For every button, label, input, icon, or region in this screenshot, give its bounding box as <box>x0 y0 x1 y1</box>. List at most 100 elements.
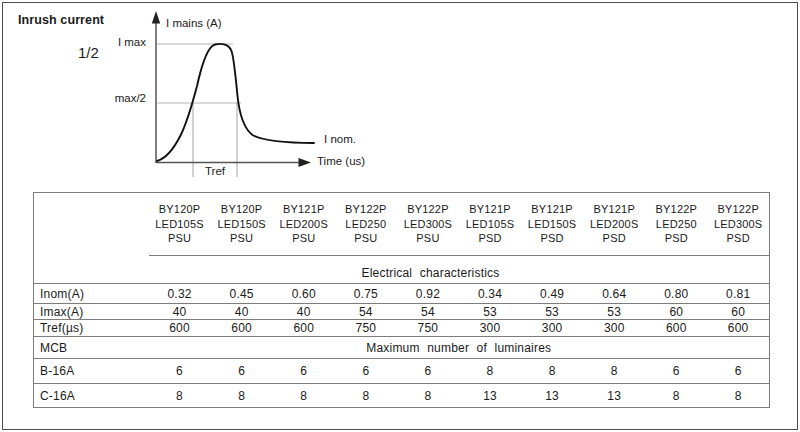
b16a-value: 6 <box>397 359 459 384</box>
model-line: LED250 <box>645 217 707 232</box>
column-header-3: BY121P LED200S PSU <box>273 193 335 256</box>
model-line: LED300S <box>707 217 769 232</box>
imax-row: Imax(A) 40 40 40 54 54 53 53 53 60 60 <box>34 304 770 320</box>
column-header-8: BY121P LED200S PSD <box>583 193 645 256</box>
b16a-value: 6 <box>645 359 707 384</box>
tref-value: 750 <box>397 320 459 337</box>
column-header-6: BY121P LED105S PSD <box>459 193 521 256</box>
inom-value: 0.75 <box>335 284 397 304</box>
b16a-value: 6 <box>707 359 769 384</box>
column-header-2: BY120P LED150S PSU <box>211 193 273 256</box>
c16a-value: 8 <box>645 384 707 408</box>
row-label: C-16A <box>34 384 149 408</box>
row-label: Imax(A) <box>34 304 149 320</box>
c16a-row: C-16A 8 8 8 8 8 13 13 13 8 8 <box>34 384 770 408</box>
datasheet-page: Inrush current 1/2 I mains (A) I max max… <box>0 0 800 432</box>
inom-value: 0.45 <box>211 284 273 304</box>
model-line: PSU <box>335 231 397 246</box>
y-axis-label: I mains (A) <box>166 17 222 30</box>
corner-cell <box>34 193 149 256</box>
tref-value: 600 <box>211 320 273 337</box>
model-line: LED200S <box>583 217 645 232</box>
tref-value: 750 <box>335 320 397 337</box>
column-header-5: BY122P LED300S PSU <box>397 193 459 256</box>
model-line: BY120P <box>149 202 211 217</box>
imax-value: 54 <box>335 304 397 320</box>
imax-label: I max <box>102 36 146 49</box>
c16a-value: 8 <box>397 384 459 408</box>
model-line: PSU <box>273 231 335 246</box>
model-line: BY122P <box>335 202 397 217</box>
tref-value: 600 <box>645 320 707 337</box>
mcb-section-row: MCB Maximum number of luminaires <box>34 337 770 359</box>
c16a-value: 8 <box>273 384 335 408</box>
b16a-value: 6 <box>211 359 273 384</box>
c16a-value: 8 <box>149 384 211 408</box>
model-line: BY121P <box>459 202 521 217</box>
model-line: LED200S <box>273 217 335 232</box>
column-header-10: BY122P LED300S PSD <box>707 193 769 256</box>
row-label: B-16A <box>34 359 149 384</box>
model-line: PSU <box>397 231 459 246</box>
row-label: Inom(A) <box>34 284 149 304</box>
tref-value: 600 <box>707 320 769 337</box>
mcb-label: MCB <box>34 337 149 359</box>
model-line: LED250 <box>335 217 397 232</box>
b16a-value: 6 <box>149 359 211 384</box>
model-line: LED105S <box>149 217 211 232</box>
inom-value: 0.92 <box>397 284 459 304</box>
c16a-value: 13 <box>583 384 645 408</box>
y-axis-arrow <box>152 11 160 24</box>
model-line: BY122P <box>707 202 769 217</box>
inom-value: 0.32 <box>149 284 211 304</box>
table-header-row: BY120P LED105S PSU BY120P LED150S PSU BY… <box>34 193 770 256</box>
c16a-value: 8 <box>707 384 769 408</box>
tref-row: Tref(µs) 600 600 600 750 750 300 300 300… <box>34 320 770 337</box>
tref-value: 300 <box>459 320 521 337</box>
b16a-row: B-16A 6 6 6 6 6 8 8 8 6 6 <box>34 359 770 384</box>
imax-value: 53 <box>583 304 645 320</box>
tref-value: 300 <box>521 320 583 337</box>
model-line: LED300S <box>397 217 459 232</box>
inom-value: 0.60 <box>273 284 335 304</box>
b16a-value: 6 <box>273 359 335 384</box>
inom-value: 0.49 <box>521 284 583 304</box>
model-line: LED105S <box>459 217 521 232</box>
model-line: BY121P <box>583 202 645 217</box>
imax-value: 60 <box>645 304 707 320</box>
inom-value: 0.34 <box>459 284 521 304</box>
column-header-4: BY122P LED250 PSU <box>335 193 397 256</box>
electrical-section-row: Electrical characteristics <box>34 256 770 284</box>
x-axis-arrow <box>299 158 312 167</box>
b16a-value: 6 <box>335 359 397 384</box>
c16a-value: 13 <box>459 384 521 408</box>
column-header-7: BY121P LED150S PSD <box>521 193 583 256</box>
column-header-9: BY122P LED250 PSD <box>645 193 707 256</box>
model-line: PSD <box>459 231 521 246</box>
spec-table: BY120P LED105S PSU BY120P LED150S PSU BY… <box>33 192 770 408</box>
tref-value: 300 <box>583 320 645 337</box>
model-line: BY122P <box>645 202 707 217</box>
model-line: LED150S <box>521 217 583 232</box>
tref-label: Tref <box>197 165 233 178</box>
model-line: PSU <box>211 231 273 246</box>
model-line: PSU <box>149 231 211 246</box>
tref-value: 600 <box>273 320 335 337</box>
electrical-section-header: Electrical characteristics <box>34 256 770 284</box>
luminaires-section-header: Maximum number of luminaires <box>149 337 770 359</box>
imax-value: 40 <box>149 304 211 320</box>
model-line: PSD <box>521 231 583 246</box>
model-line: BY121P <box>273 202 335 217</box>
model-line: BY122P <box>397 202 459 217</box>
c16a-value: 8 <box>335 384 397 408</box>
inom-value: 0.81 <box>707 284 769 304</box>
imax-value: 40 <box>273 304 335 320</box>
model-line: PSD <box>583 231 645 246</box>
x-axis-label: Time (us) <box>317 155 365 168</box>
imax-value: 53 <box>459 304 521 320</box>
c16a-value: 8 <box>211 384 273 408</box>
half-max-label: max/2 <box>98 92 146 105</box>
model-line: PSD <box>707 231 769 246</box>
b16a-value: 8 <box>521 359 583 384</box>
model-line: BY121P <box>521 202 583 217</box>
